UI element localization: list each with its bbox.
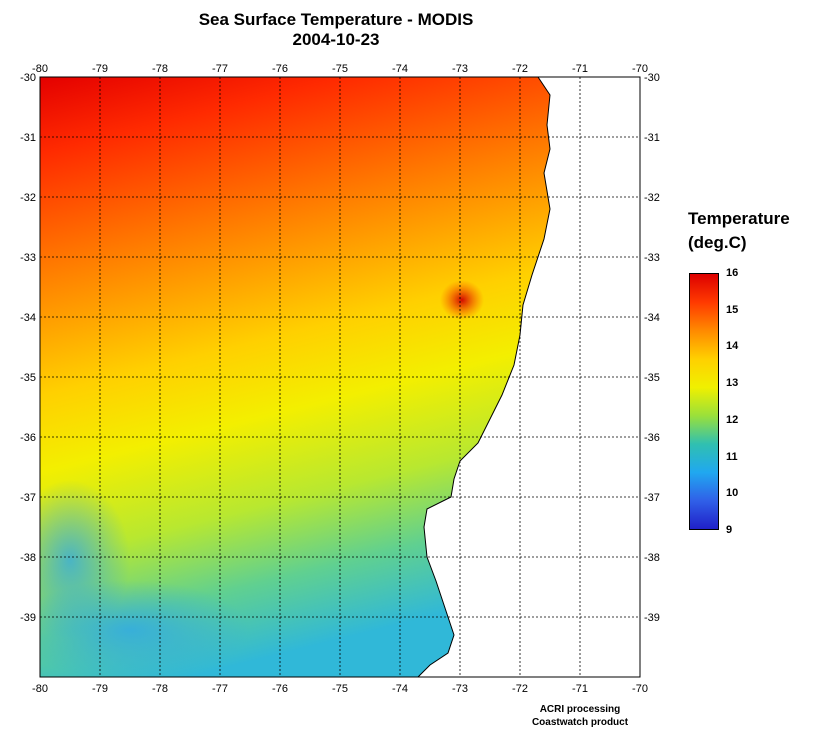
axis-labels: -80 -80 -79 -79 -78 -78 -77 -77 -76 -76 -75 -75 -74 -…: [20, 63, 660, 695]
lat-label-right: -36: [644, 432, 660, 444]
lon-label-top: -80: [32, 63, 48, 75]
lon-label-top: -73: [452, 63, 468, 75]
lat-label-left: -38: [20, 552, 36, 564]
lat-label-left: -30: [20, 72, 36, 84]
legend-title: Temperature (deg.C): [688, 207, 790, 255]
lat-label-right: -34: [644, 312, 660, 324]
legend-tick-label: 16: [726, 267, 739, 279]
credits: ACRI processing Coastwatch product: [520, 703, 640, 729]
lat-label-right: -39: [644, 612, 660, 624]
lon-label-bottom: -74: [392, 683, 408, 695]
lon-label-bottom: -72: [512, 683, 528, 695]
lon-label-bottom: -70: [632, 683, 648, 695]
lon-label-bottom: -71: [572, 683, 588, 695]
map-title-line1: Sea Surface Temperature - MODIS: [198, 10, 474, 29]
legend-tick-label: 11: [726, 450, 738, 463]
lon-label-bottom: -76: [272, 683, 288, 695]
lon-label-top: -79: [92, 63, 108, 75]
lat-label-left: -36: [20, 432, 36, 444]
lat-label-right: -38: [644, 552, 660, 564]
lon-label-top: -70: [632, 63, 648, 75]
lat-label-left: -34: [20, 312, 36, 324]
credits-processing: ACRI processing: [539, 704, 621, 715]
lon-label-top: -77: [212, 63, 228, 75]
plot-frame: [39, 76, 641, 678]
lon-label-bottom: -77: [212, 683, 228, 695]
lat-label-right: -35: [644, 372, 660, 384]
lon-label-top: -71: [572, 63, 588, 75]
lon-label-top: -72: [512, 63, 528, 75]
lon-label-bottom: -78: [152, 683, 168, 695]
lat-label-left: -33: [20, 252, 36, 264]
lat-label-left: -35: [20, 372, 36, 384]
lon-label-top: -75: [332, 63, 348, 75]
lat-label-left: -31: [20, 132, 36, 144]
color-scale-bar: [689, 273, 719, 530]
map-title-date: 2004-10-23: [292, 30, 380, 49]
lon-label-bottom: -79: [92, 683, 108, 695]
cool-patch-w: [40, 480, 130, 640]
credits-product: Coastwatch product: [531, 717, 629, 728]
lon-label-top: -76: [272, 63, 288, 75]
legend-title-line1: Temperature: [688, 209, 790, 228]
lat-label-right: -30: [644, 72, 660, 84]
legend-tick-label: 15: [726, 303, 739, 316]
legend-tick-label: 14: [726, 340, 739, 353]
warm-eddy: [440, 280, 484, 320]
legend-tick-label: 10: [726, 487, 739, 500]
lat-label-right: -32: [644, 192, 660, 204]
legend-tick-label: 12: [726, 413, 739, 426]
lat-label-right: -31: [644, 132, 660, 144]
lat-label-left: -32: [20, 192, 36, 204]
lat-label-left: -37: [20, 492, 36, 504]
lat-label-right: -33: [644, 252, 660, 264]
lon-label-top: -74: [392, 63, 408, 75]
graticule: [40, 77, 640, 677]
lat-label-left: -39: [20, 612, 36, 624]
lon-label-bottom: -73: [452, 683, 468, 695]
lon-label-top: -78: [152, 63, 168, 75]
legend-tick-label: 9: [726, 524, 733, 536]
lon-label-bottom: -80: [32, 683, 48, 695]
map-title: Sea Surface Temperature - MODIS 2004-10-…: [0, 10, 672, 50]
lat-label-right: -37: [644, 492, 660, 504]
legend-tick-label: 13: [726, 377, 739, 390]
legend-title-line2: (deg.C): [688, 233, 747, 252]
lon-label-bottom: -75: [332, 683, 348, 695]
